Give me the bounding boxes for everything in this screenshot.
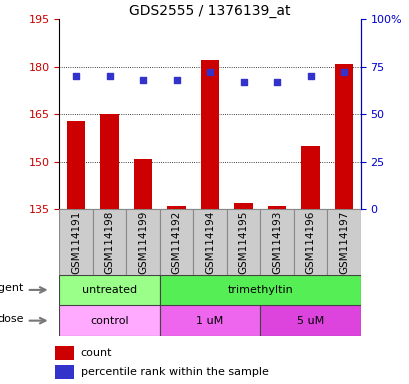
Bar — [260, 305, 360, 336]
Text: GSM114198: GSM114198 — [104, 210, 115, 274]
Point — [340, 70, 346, 76]
Point — [106, 73, 113, 79]
Point — [273, 79, 280, 85]
Point — [173, 77, 180, 83]
Text: untreated: untreated — [82, 285, 137, 295]
Text: 5 uM: 5 uM — [296, 316, 324, 326]
Bar — [59, 275, 160, 305]
Text: GSM114191: GSM114191 — [71, 210, 81, 274]
Text: control: control — [90, 316, 129, 326]
Bar — [59, 305, 160, 336]
Bar — [126, 209, 160, 275]
Bar — [200, 60, 219, 209]
Text: count: count — [81, 348, 112, 358]
Text: trimethyltin: trimethyltin — [227, 285, 292, 295]
Text: agent: agent — [0, 283, 24, 293]
Point — [139, 77, 146, 83]
Bar — [293, 209, 326, 275]
Text: percentile rank within the sample: percentile rank within the sample — [81, 367, 268, 377]
Bar — [160, 275, 360, 305]
Bar — [234, 203, 252, 209]
Text: GSM114192: GSM114192 — [171, 210, 181, 274]
Bar — [193, 209, 226, 275]
Bar — [334, 64, 353, 209]
Text: dose: dose — [0, 314, 24, 324]
Point — [240, 79, 246, 85]
Text: GSM114197: GSM114197 — [338, 210, 348, 274]
Bar — [55, 346, 74, 359]
Bar — [226, 209, 260, 275]
Bar — [93, 209, 126, 275]
Bar — [160, 305, 260, 336]
Text: GSM114193: GSM114193 — [272, 210, 281, 274]
Title: GDS2555 / 1376139_at: GDS2555 / 1376139_at — [129, 4, 290, 18]
Text: GSM114196: GSM114196 — [305, 210, 315, 274]
Point — [307, 73, 313, 79]
Bar — [134, 159, 152, 209]
Text: GSM114199: GSM114199 — [138, 210, 148, 274]
Bar — [100, 114, 119, 209]
Bar — [160, 209, 193, 275]
Bar — [167, 206, 185, 209]
Bar — [301, 146, 319, 209]
Point — [207, 70, 213, 76]
Point — [73, 73, 79, 79]
Text: 1 uM: 1 uM — [196, 316, 223, 326]
Bar — [55, 366, 74, 379]
Bar — [267, 206, 285, 209]
Bar — [260, 209, 293, 275]
Bar — [326, 209, 360, 275]
Bar — [67, 121, 85, 209]
Text: GSM114194: GSM114194 — [204, 210, 215, 274]
Bar — [59, 209, 93, 275]
Text: GSM114195: GSM114195 — [238, 210, 248, 274]
